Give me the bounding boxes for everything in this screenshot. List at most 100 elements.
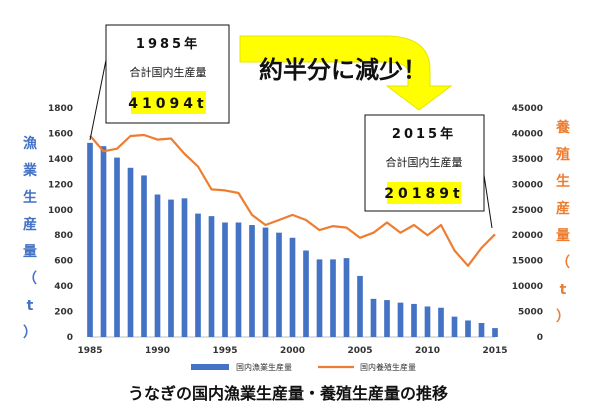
legend-label-fishery: 国内漁業生産量 xyxy=(236,362,292,372)
legend-swatch-fishery xyxy=(191,364,229,370)
bar-fishery xyxy=(424,306,431,337)
bar-fishery xyxy=(465,320,471,337)
left-axis-label-char: 業 xyxy=(22,162,38,179)
bar-fishery xyxy=(370,298,377,337)
right-tick-label: 20000 xyxy=(512,231,543,241)
left-tick-label: 200 xyxy=(54,308,73,318)
headline-text: 約半分に減少！ xyxy=(259,56,427,84)
left-axis-label: 漁業生産量 （ t ） xyxy=(22,135,38,341)
left-y-ticks: 0 200 400 600 800 1000 1200 1400 1600 1800 xyxy=(48,104,73,343)
bar-fishery xyxy=(222,222,228,337)
right-axis-label-char: ） xyxy=(556,309,570,325)
bar-fishery xyxy=(208,216,215,337)
right-axis-label-char: （ xyxy=(556,255,570,271)
left-axis-label-char: ） xyxy=(23,325,37,341)
bar-fishery xyxy=(492,328,498,337)
callout-1985: 1985年 合計国内生産量 41094t xyxy=(89,24,230,141)
right-axis-label-char: 生 xyxy=(556,173,570,190)
left-tick-label: 0 xyxy=(67,333,73,343)
legend-label-aquaculture: 国内養殖生産量 xyxy=(360,362,416,372)
left-tick-label: 1000 xyxy=(48,206,73,216)
bar-fishery xyxy=(100,146,107,337)
callout-2015: 2015年 合計国内生産量 20189t xyxy=(364,114,493,229)
bar-fishery xyxy=(181,198,188,337)
right-tick-label: 0 xyxy=(537,333,543,343)
left-axis-label-char: 量 xyxy=(23,244,37,260)
decrease-arrow-icon xyxy=(239,35,453,111)
left-tick-label: 400 xyxy=(54,282,73,292)
bar-fishery xyxy=(235,222,242,337)
callout-1985-pointer xyxy=(89,59,107,141)
bar-fishery xyxy=(384,300,390,337)
legend: 国内漁業生産量 国内養殖生産量 xyxy=(191,362,416,372)
left-axis-label-char: 産 xyxy=(23,216,37,233)
bar-fishery xyxy=(114,157,120,337)
right-tick-label: 40000 xyxy=(512,129,543,139)
bar-fishery xyxy=(249,225,255,337)
callout-1985-value: 41094t xyxy=(128,96,207,112)
right-axis-label: 養殖生産量 （ t ） xyxy=(555,119,570,325)
right-axis-label-char: 産 xyxy=(556,200,570,217)
x-tick-label: 2005 xyxy=(347,346,372,356)
left-axis-label-char: （ xyxy=(23,271,37,287)
right-axis-label-char: 殖 xyxy=(555,146,570,163)
right-tick-label: 15000 xyxy=(512,257,543,267)
right-tick-label: 10000 xyxy=(512,282,543,292)
right-tick-label: 35000 xyxy=(512,155,543,165)
bar-fishery xyxy=(438,307,444,337)
callout-2015-label: 合計国内生産量 xyxy=(386,155,463,169)
right-tick-label: 45000 xyxy=(512,104,543,114)
callout-2015-pointer xyxy=(483,174,493,229)
left-tick-label: 1200 xyxy=(48,180,73,190)
right-axis-label-char: 量 xyxy=(556,228,570,244)
right-tick-label: 25000 xyxy=(512,206,543,216)
x-tick-label: 1985 xyxy=(77,346,102,356)
bar-fishery xyxy=(303,250,309,337)
bar-fishery xyxy=(289,237,296,337)
bar-fishery xyxy=(154,194,161,337)
left-tick-label: 1400 xyxy=(48,155,73,165)
chart-title: うなぎの国内漁業生産量・養殖生産量の推移 xyxy=(128,384,448,403)
callout-2015-year: 2015年 xyxy=(392,126,456,142)
bar-fishery xyxy=(411,303,417,337)
callout-2015-highlight xyxy=(387,182,461,204)
bar-fishery xyxy=(478,323,485,337)
left-tick-label: 1600 xyxy=(48,129,73,139)
bar-fishery xyxy=(127,167,134,337)
x-tick-label: 1990 xyxy=(145,346,170,356)
bar-fishery xyxy=(397,302,404,337)
callout-2015-box xyxy=(364,114,485,212)
x-tick-label: 2000 xyxy=(280,346,305,356)
left-axis-label-char: 漁 xyxy=(23,135,37,152)
callout-1985-label: 合計国内生産量 xyxy=(130,65,207,79)
bar-fishery xyxy=(87,142,93,337)
x-tick-label: 2010 xyxy=(415,346,440,356)
x-tick-label: 2015 xyxy=(482,346,507,356)
bar-fishery xyxy=(316,259,323,337)
bar-fishery xyxy=(195,213,201,337)
bar-fishery xyxy=(343,258,350,337)
left-tick-label: 600 xyxy=(54,257,73,267)
bar-fishery xyxy=(330,259,336,337)
right-tick-label: 5000 xyxy=(518,308,543,318)
fishery-bars xyxy=(87,142,498,337)
aquaculture-line xyxy=(89,133,496,267)
bar-fishery xyxy=(262,227,269,337)
bar-fishery xyxy=(451,316,458,337)
right-tick-label: 30000 xyxy=(512,180,543,190)
bar-fishery xyxy=(141,175,147,337)
bar-fishery xyxy=(276,232,282,337)
left-tick-label: 1800 xyxy=(48,104,73,114)
left-tick-label: 800 xyxy=(54,231,73,241)
callout-1985-year: 1985年 xyxy=(136,36,200,52)
right-axis-label-char: t xyxy=(560,282,567,298)
left-axis-label-char: t xyxy=(27,298,34,314)
right-axis-label-char: 養 xyxy=(555,119,570,136)
bar-fishery xyxy=(357,275,363,337)
callout-2015-value: 20189t xyxy=(384,186,463,202)
bar-fishery xyxy=(168,199,174,337)
left-axis-label-char: 生 xyxy=(23,189,37,206)
callout-1985-highlight xyxy=(131,91,206,114)
x-axis-ticks: 1985 1990 1995 2000 2005 2010 2015 xyxy=(77,346,507,356)
